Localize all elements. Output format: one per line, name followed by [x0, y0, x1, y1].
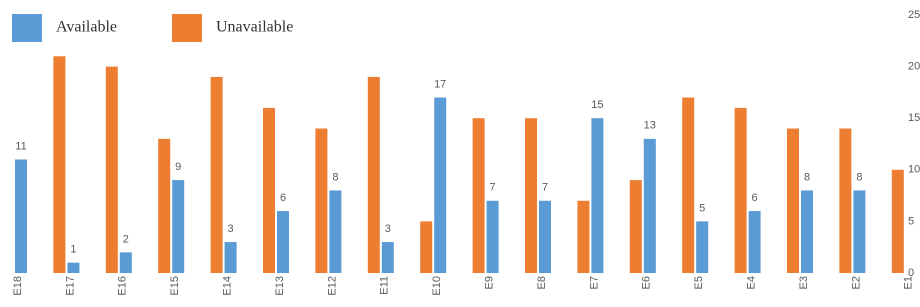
bar — [263, 108, 275, 273]
value-label: 2 — [123, 233, 129, 245]
value-label: 8 — [856, 171, 862, 183]
x-tick-label: E15 — [169, 276, 181, 296]
bar — [211, 77, 223, 273]
x-tick-label: E10 — [431, 276, 443, 296]
value-label: 3 — [385, 223, 391, 235]
bar — [368, 77, 380, 273]
bar — [539, 201, 551, 273]
value-label: 7 — [490, 182, 496, 194]
x-tick-label: E2 — [850, 276, 862, 289]
bar — [801, 190, 813, 273]
x-tick-label: E5 — [693, 276, 705, 289]
bar — [382, 242, 394, 273]
bar — [591, 118, 603, 273]
x-tick-label: E12 — [326, 276, 338, 296]
legend-label: Unavailable — [216, 19, 293, 36]
bar — [53, 56, 65, 273]
chart: 0510152025AvailableUnavailableE1811E171E… — [0, 0, 920, 307]
bar — [787, 129, 799, 273]
bar — [577, 201, 589, 273]
value-label: 13 — [644, 120, 656, 132]
value-label: 1 — [70, 244, 76, 256]
bar — [158, 139, 170, 273]
value-label: 7 — [542, 182, 548, 194]
bar — [749, 211, 761, 273]
x-tick-label: E18 — [12, 276, 24, 296]
x-tick-label: E3 — [798, 276, 810, 289]
bar — [329, 190, 341, 273]
bar — [15, 159, 27, 273]
bar — [630, 180, 642, 273]
x-tick-label: E4 — [746, 276, 758, 289]
x-tick-label: E1 — [903, 276, 915, 289]
legend-swatch — [172, 14, 202, 42]
y-tick-label: 10 — [908, 164, 920, 176]
bar — [473, 118, 485, 273]
bar — [682, 98, 694, 273]
bar — [487, 201, 499, 273]
x-tick-label: E16 — [117, 276, 129, 296]
legend-label: Available — [56, 19, 117, 36]
bar — [839, 129, 851, 273]
value-label: 6 — [280, 192, 286, 204]
bar — [420, 221, 432, 273]
legend-swatch — [12, 14, 42, 42]
bar — [315, 129, 327, 273]
value-label: 8 — [804, 171, 810, 183]
bar — [172, 180, 184, 273]
bar — [120, 252, 132, 273]
value-label: 5 — [699, 202, 705, 214]
y-tick-label: 15 — [908, 112, 920, 124]
bar — [892, 170, 904, 273]
x-tick-label: E14 — [222, 276, 234, 296]
bar — [644, 139, 656, 273]
y-tick-label: 25 — [908, 9, 920, 21]
x-tick-label: E9 — [484, 276, 496, 289]
value-label: 11 — [15, 140, 26, 152]
x-tick-label: E7 — [588, 276, 600, 289]
bar — [277, 211, 289, 273]
value-label: 3 — [228, 223, 234, 235]
x-tick-label: E11 — [379, 276, 391, 295]
value-label: 15 — [591, 99, 603, 111]
x-tick-label: E8 — [536, 276, 548, 289]
bar — [853, 190, 865, 273]
bar — [67, 263, 79, 273]
value-label: 6 — [752, 192, 758, 204]
bar — [696, 221, 708, 273]
y-tick-label: 20 — [908, 61, 920, 73]
x-tick-label: E13 — [274, 276, 286, 296]
bar — [525, 118, 537, 273]
value-label: 9 — [175, 161, 181, 173]
x-tick-label: E6 — [641, 276, 653, 289]
value-label: 8 — [332, 171, 338, 183]
value-label: 17 — [434, 78, 446, 90]
bar — [106, 67, 118, 273]
bar — [735, 108, 747, 273]
bar — [225, 242, 237, 273]
y-tick-label: 5 — [908, 215, 914, 227]
bar — [434, 98, 446, 273]
x-tick-label: E17 — [64, 276, 76, 296]
